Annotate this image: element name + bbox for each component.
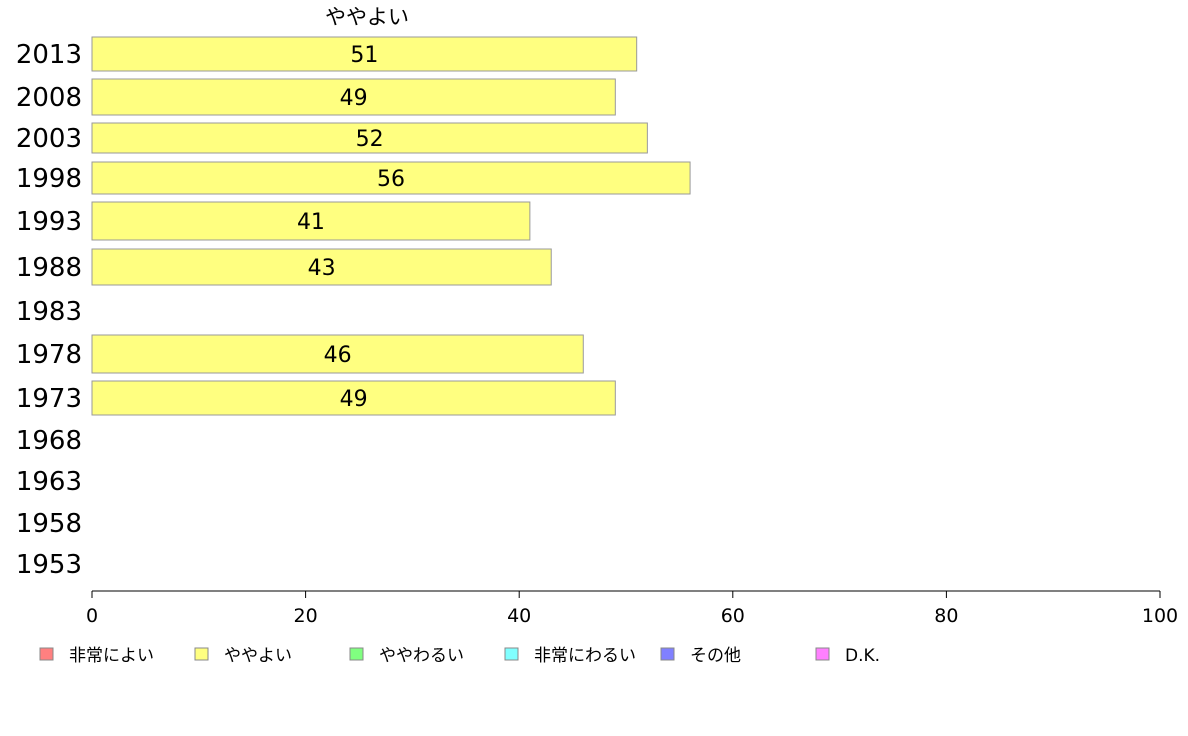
category-label-1953: 1953 xyxy=(16,550,82,580)
legend-swatch-2 xyxy=(349,647,364,661)
bar-1988 xyxy=(91,248,552,286)
bar-2013 xyxy=(91,36,638,72)
legend-swatch-5 xyxy=(815,647,830,661)
legend-label-2: ややわるい xyxy=(379,646,464,666)
legend-label-0: 非常によい xyxy=(69,646,154,666)
x-tick-label-100: 100 xyxy=(1142,605,1178,627)
x-tick-label-20: 20 xyxy=(294,605,318,627)
legend-label-3: 非常にわるい xyxy=(534,646,636,666)
x-tick-label-0: 0 xyxy=(86,605,98,627)
legend-swatch-4 xyxy=(660,647,675,661)
bar-value-label-2008: 49 xyxy=(340,86,368,111)
legend-label-5: D.K. xyxy=(845,646,880,666)
bar-1998 xyxy=(91,161,691,195)
bar-value-label-1973: 49 xyxy=(340,387,368,412)
bar-2003 xyxy=(91,122,648,154)
x-tick-label-40: 40 xyxy=(507,605,531,627)
legend-swatch-3 xyxy=(504,647,519,661)
bar-2008 xyxy=(91,78,616,116)
bar-value-label-2013: 51 xyxy=(350,43,378,68)
x-tick-label-60: 60 xyxy=(721,605,745,627)
legend-label-1: ややよい xyxy=(224,646,292,666)
category-label-2013: 2013 xyxy=(16,40,82,70)
legend-swatch-0 xyxy=(39,647,54,661)
category-label-2003: 2003 xyxy=(16,124,82,154)
category-label-2008: 2008 xyxy=(16,83,82,113)
category-label-1988: 1988 xyxy=(16,253,82,283)
category-labels: 2013 2008 2003 1998 1993 1988 1983 1978 1973 1968… xyxy=(16,40,82,580)
bar-value-label-2003: 52 xyxy=(356,127,384,152)
bar-value-label-1998: 56 xyxy=(377,167,405,192)
bars-layer: 51 49 52 56 41 43 46 49 xyxy=(91,36,691,416)
bar-1973 xyxy=(91,380,616,416)
x-tick-label-80: 80 xyxy=(934,605,958,627)
x-axis: 0 20 40 60 80 100 xyxy=(86,590,1178,627)
column-title: ややよい xyxy=(325,5,409,29)
bar-1978 xyxy=(91,334,584,374)
category-label-1963: 1963 xyxy=(16,467,82,497)
category-label-1978: 1978 xyxy=(16,340,82,370)
bar-value-label-1978: 46 xyxy=(324,343,352,368)
category-label-1998: 1998 xyxy=(16,164,82,194)
legend-label-4: その他 xyxy=(690,646,741,666)
bar-1993 xyxy=(91,201,531,241)
category-label-1993: 1993 xyxy=(16,207,82,237)
category-label-1958: 1958 xyxy=(16,509,82,539)
legend: 非常によい ややよい ややわるい 非常にわるい その他 D.K. xyxy=(39,646,880,666)
category-label-1983: 1983 xyxy=(16,297,82,327)
category-label-1973: 1973 xyxy=(16,384,82,414)
category-label-1968: 1968 xyxy=(16,426,82,456)
bar-value-label-1988: 43 xyxy=(308,256,336,281)
bar-value-label-1993: 41 xyxy=(297,210,325,235)
legend-swatch-1 xyxy=(194,647,209,661)
